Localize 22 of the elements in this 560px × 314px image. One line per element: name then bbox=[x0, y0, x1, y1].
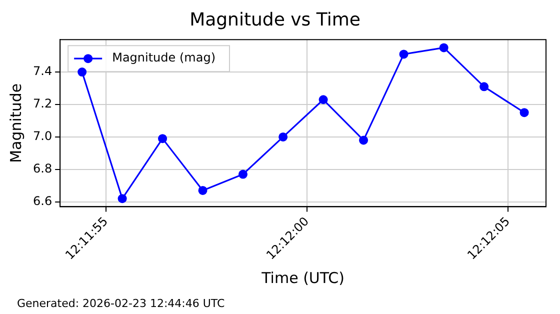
point bbox=[78, 68, 87, 77]
y-tick-label: 7.0 bbox=[32, 129, 52, 144]
point bbox=[118, 194, 127, 204]
point bbox=[359, 136, 368, 145]
text: Generated: 2026-02-23 12:44:46 UTC bbox=[17, 297, 225, 310]
legend-label: Magnitude (mag) bbox=[112, 50, 216, 65]
chart-title: Magnitude vs Time bbox=[190, 9, 360, 30]
y-tick-label: 7.2 bbox=[32, 96, 52, 111]
y-tick-label: 6.8 bbox=[32, 162, 52, 176]
y-axis-title: Magnitude bbox=[6, 83, 25, 163]
point bbox=[520, 108, 529, 118]
y-tick-label: 7.4 bbox=[32, 64, 52, 78]
y-tick-label: 6.6 bbox=[32, 194, 52, 208]
point bbox=[198, 186, 208, 195]
point bbox=[439, 43, 448, 52]
point bbox=[399, 50, 408, 59]
x-axis-title: Time (UTC) bbox=[260, 268, 345, 287]
point bbox=[278, 132, 288, 142]
point bbox=[158, 134, 168, 144]
point bbox=[238, 170, 248, 179]
point bbox=[318, 95, 328, 104]
point bbox=[480, 82, 489, 92]
